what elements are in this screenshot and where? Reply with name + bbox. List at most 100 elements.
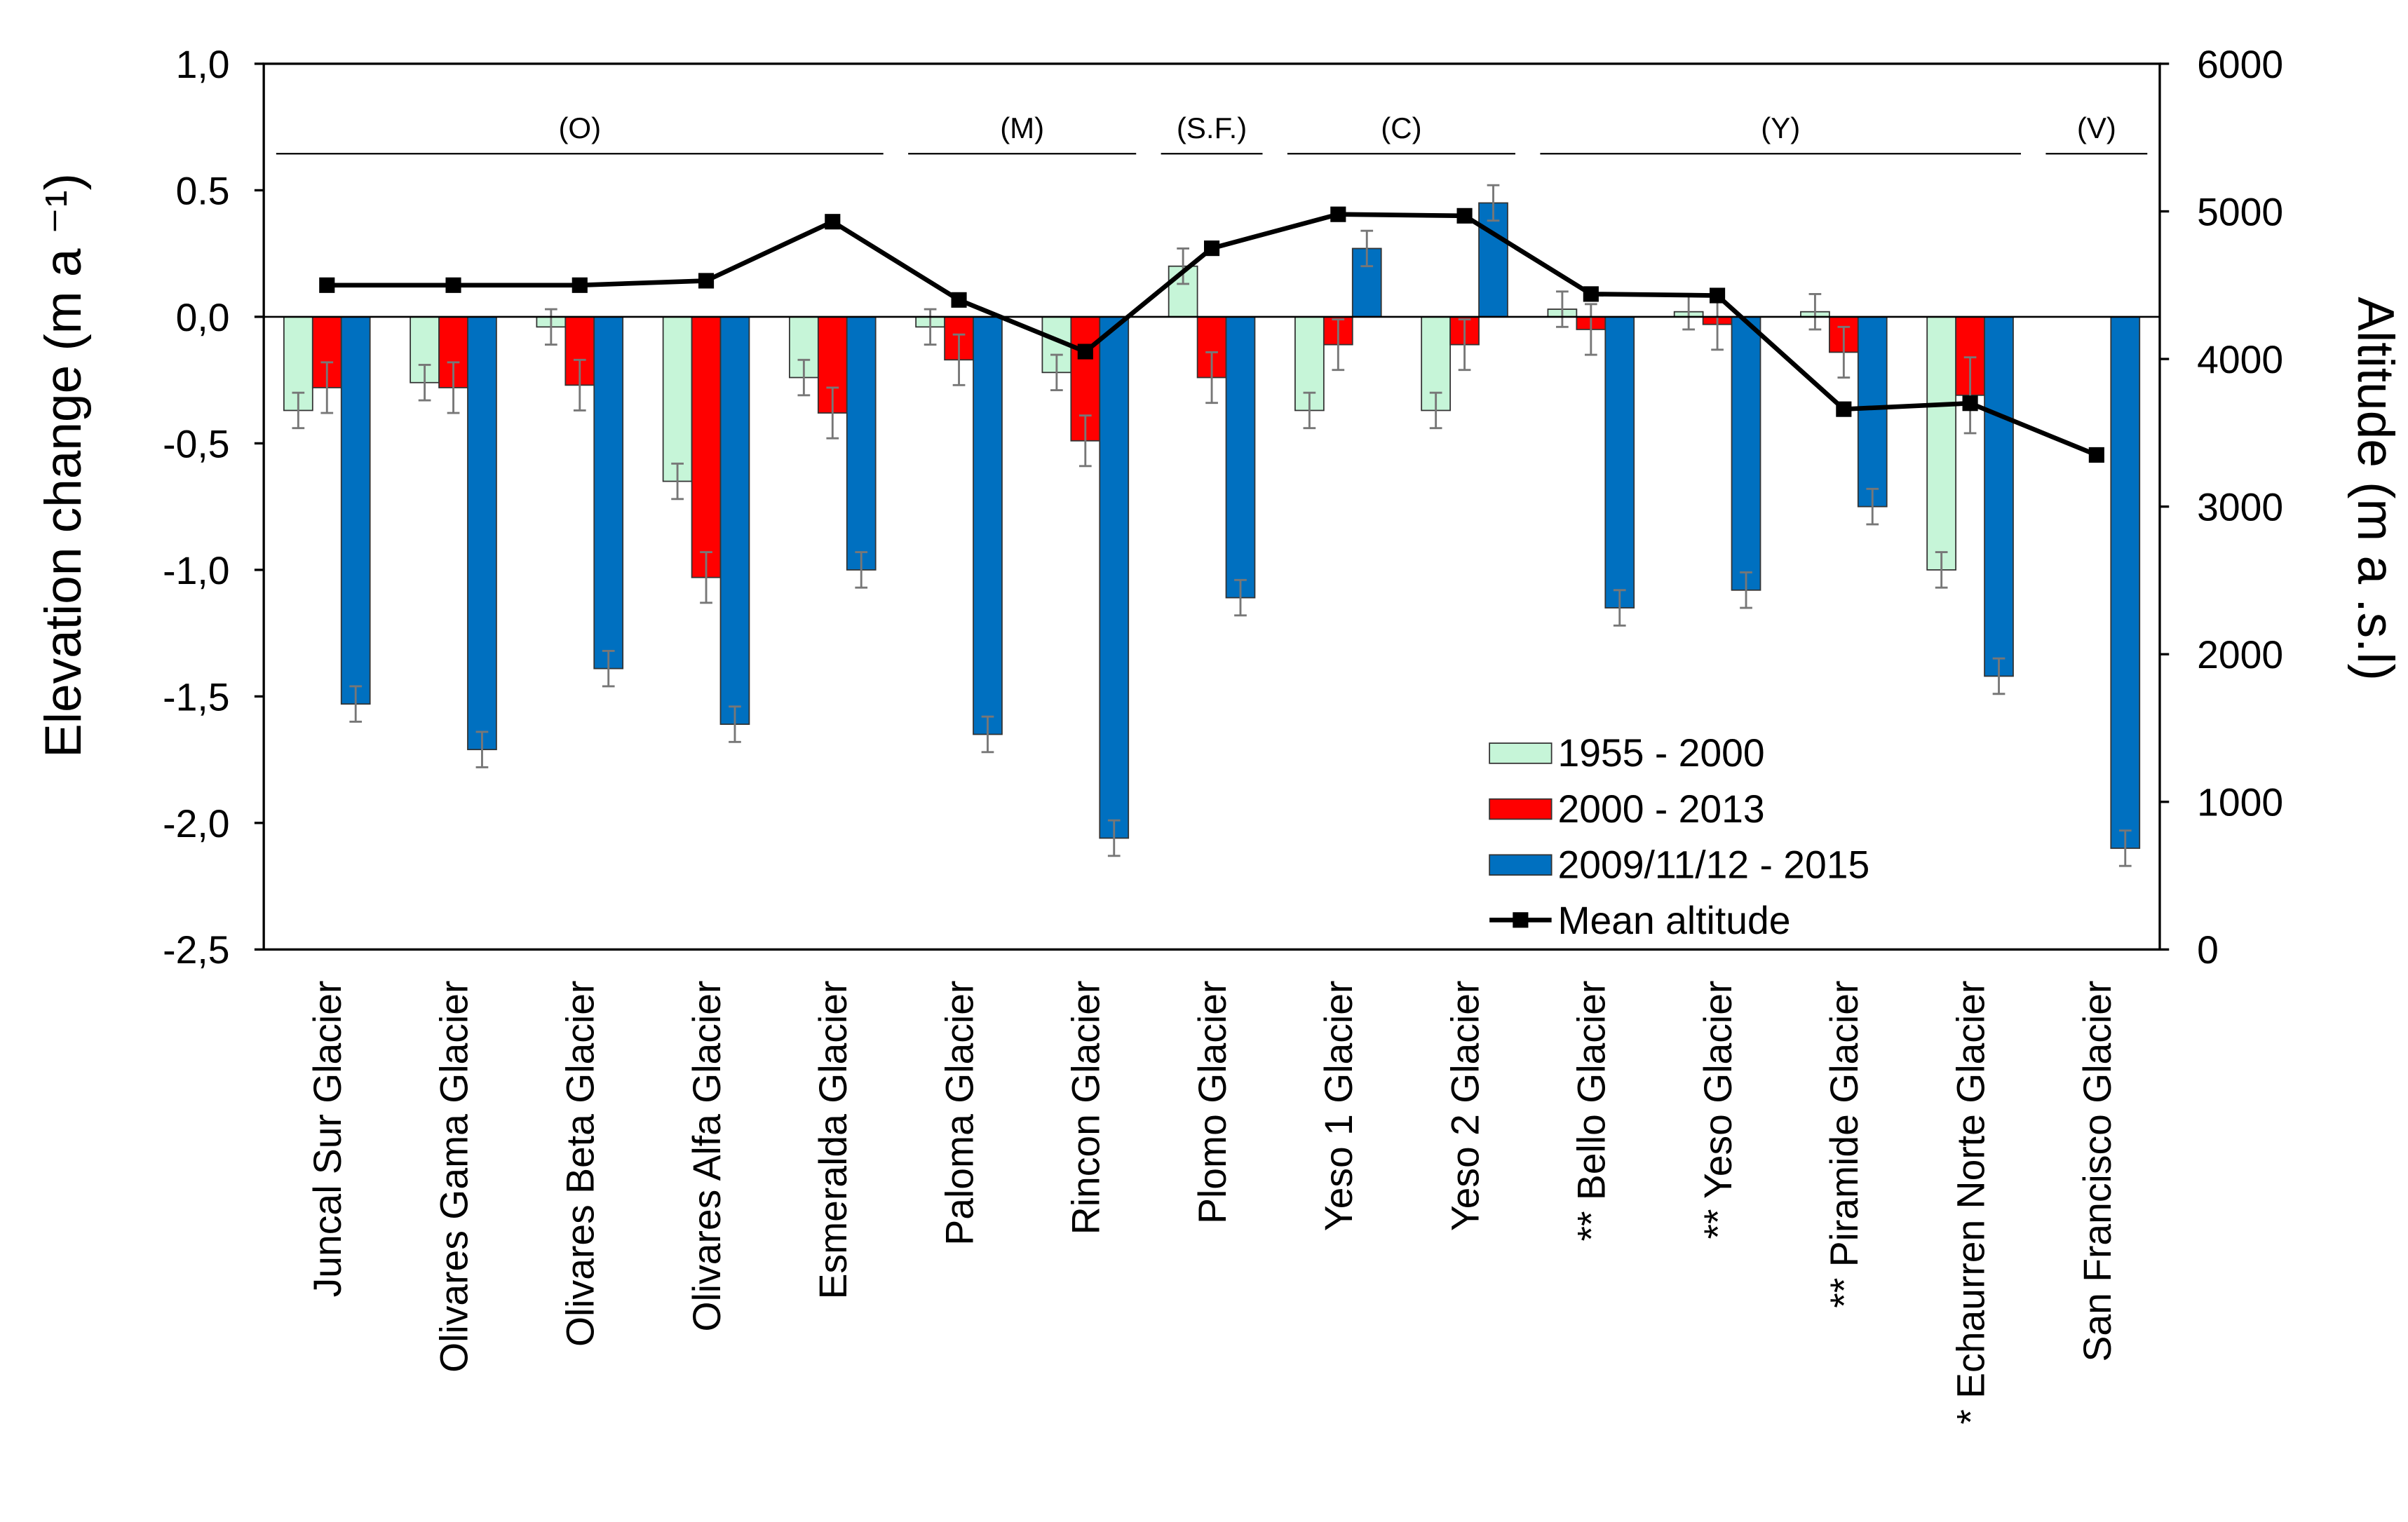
y-tick-label: -2,0: [163, 802, 229, 845]
error-bar: [1866, 487, 1879, 526]
error-bar: [545, 308, 557, 346]
error-bar: [1837, 325, 1851, 379]
altitude-marker: [1204, 240, 1220, 257]
x-tick-label: Rincon Glacier: [1064, 981, 1108, 1235]
x-tick-label: * Echaurren Norte Glacier: [1949, 981, 1993, 1425]
x-tick-label: Olivares Beta Glacier: [559, 981, 602, 1347]
error-bar: [1487, 184, 1500, 222]
y2-tick-label: 2000: [2197, 633, 2283, 677]
y2-tick-label: 6000: [2197, 43, 2283, 86]
x-tick-label: Olivares Gama Glacier: [432, 981, 475, 1373]
error-bar: [1429, 391, 1442, 430]
group-label: (C): [1381, 111, 1421, 144]
altitude-marker: [951, 292, 967, 308]
bar: [2110, 316, 2141, 849]
error-bar: [292, 391, 305, 430]
error-bar: [952, 333, 966, 386]
bar: [1731, 316, 1761, 591]
error-bar: [981, 715, 994, 754]
altitude-marker: [1836, 401, 1852, 417]
y2-tick-label: 1000: [2197, 781, 2283, 824]
bar: [1604, 316, 1635, 609]
error-bar: [1613, 589, 1626, 627]
x-tick-label: Yeso 2 Glacier: [1443, 981, 1487, 1232]
bar: [1225, 316, 1256, 599]
error-bar: [1205, 351, 1218, 405]
y2-tick-label: 4000: [2197, 338, 2283, 381]
error-bar: [671, 462, 684, 501]
error-bar: [1740, 571, 1752, 609]
error-bar: [826, 386, 839, 440]
bar: [340, 316, 371, 705]
y-tick-label: 0.5: [176, 169, 230, 212]
error-bar: [320, 361, 334, 414]
error-bar: [855, 551, 868, 589]
bar: [662, 316, 693, 482]
legend-label: 2009/11/12 - 2015: [1557, 843, 1869, 887]
error-bar: [1050, 353, 1063, 392]
error-bar: [447, 361, 460, 414]
bar: [719, 316, 750, 725]
bar: [817, 316, 848, 414]
x-tick-label: Plomo Glacier: [1191, 981, 1234, 1224]
error-bar: [1360, 229, 1374, 268]
x-tick-label: Yeso 1 Glacier: [1317, 981, 1360, 1232]
legend-swatch: [1489, 742, 1553, 764]
error-bar: [418, 364, 431, 402]
error-bar: [1808, 292, 1822, 331]
error-bar: [1078, 414, 1092, 468]
y2-tick-label: 0: [2197, 928, 2219, 972]
bar: [846, 316, 877, 571]
bar: [593, 316, 624, 670]
x-tick-label: ** Yeso Glacier: [1696, 981, 1740, 1239]
error-bar: [1584, 303, 1597, 356]
y2-tick-label: 5000: [2197, 190, 2283, 233]
error-bar: [1234, 578, 1247, 617]
altitude-marker: [698, 273, 715, 289]
group-label: (V): [2077, 111, 2116, 144]
y-tick-label: 1,0: [176, 43, 230, 86]
error-bar: [2118, 829, 2132, 867]
error-bar: [1556, 290, 1569, 328]
altitude-marker: [1456, 208, 1473, 224]
altitude-marker: [2088, 447, 2104, 463]
error-bar: [1935, 551, 1948, 589]
error-bar: [729, 705, 741, 743]
x-tick-label: Esmeralda Glacier: [811, 981, 855, 1300]
altitude-marker: [1710, 287, 1726, 304]
error-bar: [1332, 318, 1345, 372]
error-bar: [1303, 391, 1316, 430]
y-tick-label: -0,5: [163, 422, 229, 466]
error-bar: [349, 685, 363, 723]
plot-frame: [262, 62, 2161, 951]
error-bar: [1107, 819, 1121, 857]
y-tick-label: -1,5: [163, 675, 229, 719]
x-tick-label: Paloma Glacier: [938, 981, 981, 1246]
bar: [1984, 316, 2014, 677]
altitude-marker: [319, 277, 335, 293]
error-bar: [475, 731, 489, 768]
legend-marker: [1513, 912, 1529, 928]
bar: [973, 316, 1003, 735]
error-bar: [573, 358, 586, 412]
error-bar: [924, 308, 937, 346]
bar: [1926, 316, 1957, 571]
y2-tick-label: 3000: [2197, 486, 2283, 529]
error-bar: [1458, 318, 1471, 372]
altitude-marker: [1583, 286, 1599, 302]
x-tick-label: San Francisco Glacier: [2076, 981, 2119, 1362]
bar: [1099, 316, 1130, 839]
altitude-marker: [571, 277, 588, 293]
error-bar: [1963, 356, 1977, 435]
error-bar: [602, 649, 615, 688]
error-bar: [700, 551, 712, 604]
error-bar: [1992, 657, 2005, 695]
legend-label: Mean altitude: [1557, 899, 1790, 942]
y-axis-title: Elevation change (m a ⁻¹): [35, 173, 92, 758]
y-tick-label: 0,0: [176, 296, 230, 339]
x-tick-label: ** Piramide Glacier: [1822, 981, 1866, 1308]
altitude-marker: [825, 214, 841, 230]
altitude-marker: [1077, 344, 1093, 360]
